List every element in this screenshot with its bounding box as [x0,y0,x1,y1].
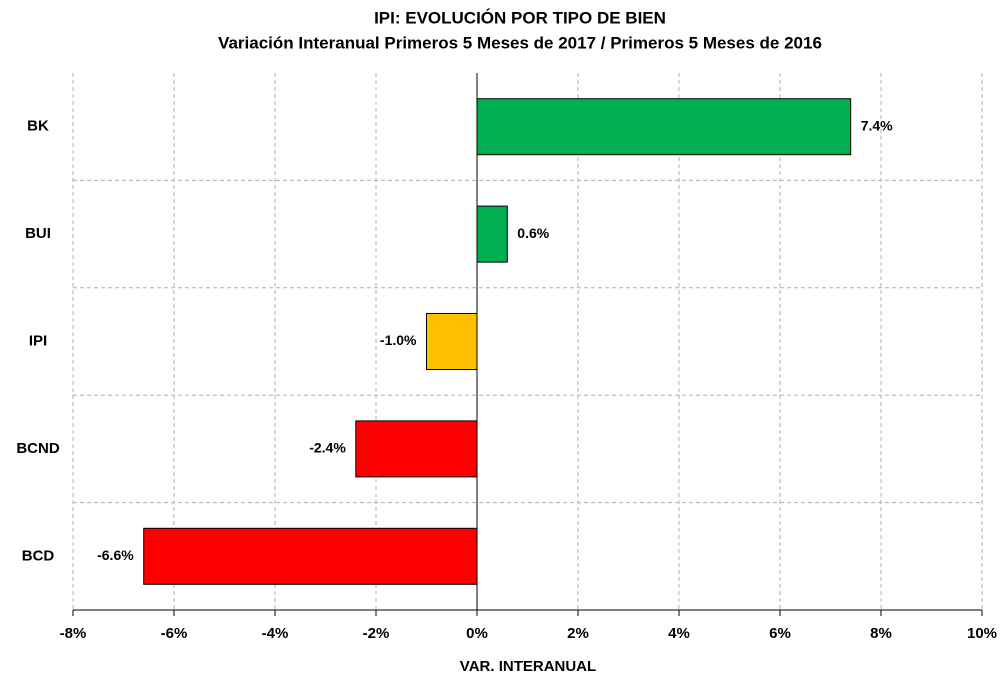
y-tick-label: BK [27,118,49,135]
x-tick-label: -2% [363,625,390,642]
bar [355,420,478,478]
y-tick-label: BCD [22,547,55,564]
value-label: 0.6% [517,225,549,241]
y-tick-label: BCND [16,440,59,457]
y-tick-label: BUI [25,225,51,242]
x-tick-label: 4% [668,625,690,642]
chart-title: IPI: EVOLUCIÓN POR TIPO DE BIEN [374,8,666,27]
x-tick-label: 10% [967,625,997,642]
value-label: -6.6% [97,547,134,563]
x-tick-label: -8% [60,625,87,642]
chart-subtitle: Variación Interanual Primeros 5 Meses de… [218,33,822,52]
x-tick-label: 6% [769,625,791,642]
bar [143,527,478,585]
x-tick-label: -6% [161,625,188,642]
x-axis-label: VAR. INTERANUAL [460,658,596,675]
x-tick-label: 0% [466,625,488,642]
y-tick-label: IPI [29,332,47,349]
bar [476,98,852,156]
bar [476,205,508,263]
x-tick-label: 2% [567,625,589,642]
value-label: -1.0% [380,332,417,348]
value-label: 7.4% [861,117,893,133]
value-label: -2.4% [309,440,346,456]
x-tick-label: -4% [262,625,289,642]
bar [426,313,478,370]
x-tick-label: 8% [870,625,892,642]
